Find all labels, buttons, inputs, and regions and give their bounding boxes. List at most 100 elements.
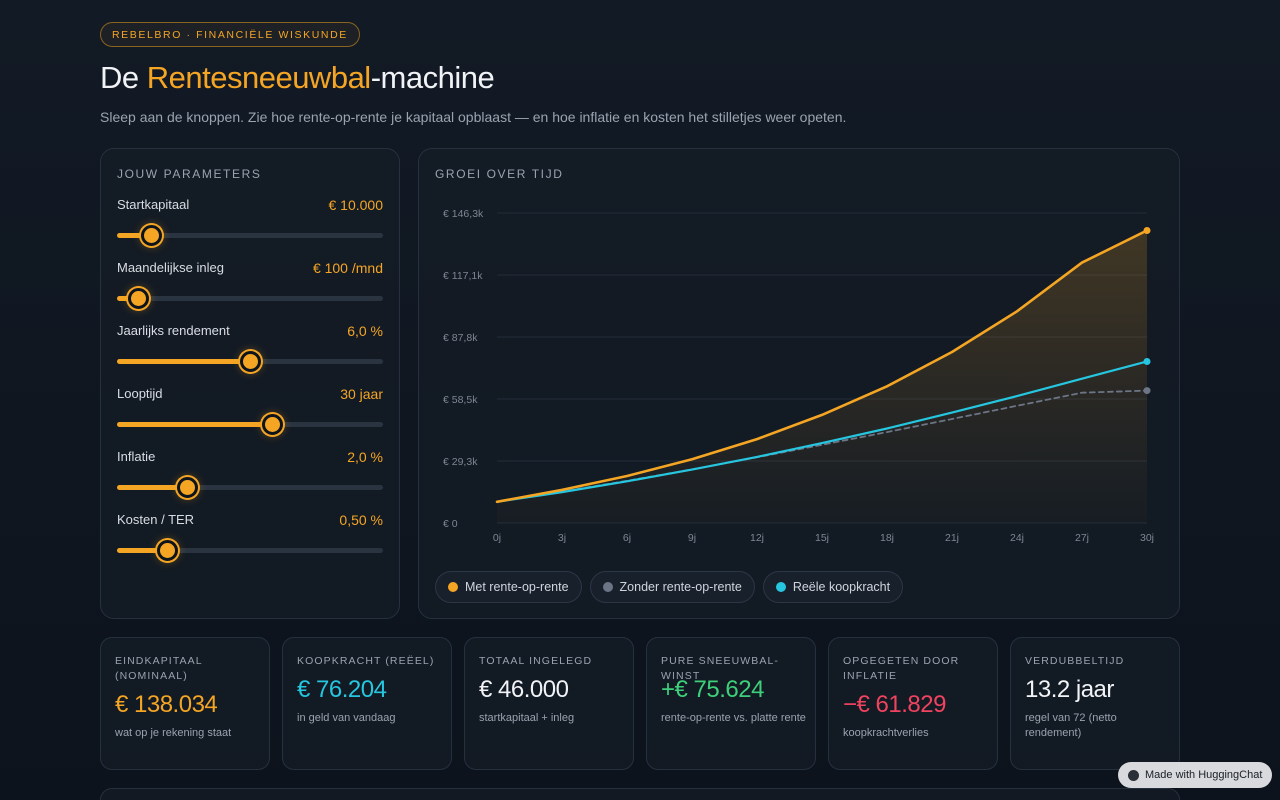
legend-dot-icon — [775, 582, 786, 592]
slider-handle[interactable] — [141, 225, 163, 246]
param-4: Inflatie 2,0 % — [117, 449, 383, 499]
series-end-point-0 — [1143, 227, 1151, 235]
stat-title: TOTAAL INGELEGD — [479, 655, 593, 667]
slider-fill — [117, 359, 250, 364]
slider-handle[interactable] — [157, 540, 179, 561]
legend-label: Zonder rente-op-rente — [619, 580, 742, 594]
x-tick-label: 27j — [1075, 532, 1089, 544]
chart-panel: GROEI OVER TIJD € 0 € 29,3k € 58,5k € 87,8k… — [418, 148, 1180, 619]
param-0: Startkapitaal € 10.000 — [117, 197, 383, 247]
chart-legend: Met rente-op-rente Zonder rente-op-rente R… — [435, 571, 904, 603]
stat-value: −€ 61.829 — [843, 691, 946, 718]
stat-value: +€ 75.624 — [661, 676, 764, 703]
stat-card-1: KOOPKRACHT (REËEL) € 76.204 in geld van va… — [282, 637, 452, 770]
param-slider[interactable] — [117, 477, 383, 498]
stat-subtext: rente-op-rente vs. platte rente — [661, 712, 806, 724]
stat-title: EINDKAPITAAL (NOMINAAL) — [115, 655, 203, 682]
stat-card-4: OPGEGETEN DOOR INFLATIE −€ 61.829 koopkrac… — [828, 637, 998, 770]
stat-value: € 138.034 — [115, 691, 218, 718]
param-5: Kosten / TER 0,50 % — [117, 512, 383, 562]
legend-dot-icon — [602, 582, 613, 592]
series-line-0 — [495, 229, 1149, 504]
x-tick-label: 18j — [880, 532, 894, 544]
param-value: 6,0 % — [347, 323, 383, 339]
param-value: € 10.000 — [328, 197, 384, 213]
stat-subtext: in geld van vandaag — [297, 712, 396, 724]
slider-handle[interactable] — [262, 414, 284, 435]
y-tick-label: € 29,3k — [443, 456, 478, 468]
stat-value: € 76.204 — [297, 676, 387, 703]
y-tick-label: € 117,1k — [443, 270, 483, 282]
y-tick-label: € 0 — [443, 518, 458, 530]
huggingchat-icon — [1128, 769, 1139, 781]
param-slider[interactable] — [117, 225, 383, 246]
x-tick-label: 3j — [558, 532, 566, 544]
param-slider[interactable] — [117, 414, 383, 435]
param-1: Maandelijkse inleg € 100 /mnd — [117, 260, 383, 310]
bottom-panel — [100, 788, 1180, 800]
legend-chip-1[interactable]: Zonder rente-op-rente — [589, 571, 755, 603]
slider-handle[interactable] — [127, 288, 149, 309]
slider-handle[interactable] — [176, 477, 198, 498]
slider-fill — [117, 233, 152, 238]
page-subtitle: Sleep aan de knoppen. Zie hoe rente-op-r… — [100, 109, 847, 125]
page-title: De Rentesneeuwbal-machine — [100, 60, 495, 96]
x-tick-label: 9j — [688, 532, 696, 544]
param-slider[interactable] — [117, 351, 383, 372]
legend-label: Reële koopkracht — [792, 580, 891, 594]
slider-fill — [117, 485, 188, 490]
param-label: Maandelijkse inleg — [117, 260, 224, 275]
parameters-panel: JOUW PARAMETERS Startkapitaal € 10.000 Maa… — [100, 148, 400, 619]
y-tick-label: € 146,3k — [443, 208, 484, 220]
param-label: Jaarlijks rendement — [117, 323, 230, 338]
legend-chip-2[interactable]: Reële koopkracht — [762, 571, 904, 603]
slider-fill — [117, 296, 139, 301]
x-tick-label: 6j — [623, 532, 631, 544]
x-tick-label: 24j — [1010, 532, 1024, 544]
stat-subtext: startkapitaal + inleg — [479, 712, 575, 724]
stat-value: € 46.000 — [479, 676, 569, 703]
x-tick-label: 0j — [493, 532, 501, 544]
param-label: Kosten / TER — [117, 512, 195, 527]
slider-handle[interactable] — [239, 351, 261, 372]
stat-card-2: TOTAAL INGELEGD € 46.000 startkapitaal + i… — [464, 637, 634, 770]
series-end-point-2 — [1143, 358, 1151, 366]
param-value: 30 jaar — [340, 386, 383, 402]
x-tick-label: 15j — [815, 532, 829, 544]
parameters-title: JOUW PARAMETERS — [117, 167, 262, 181]
stat-title: OPGEGETEN DOOR INFLATIE — [843, 655, 960, 682]
stat-subtext: koopkrachtverlies — [843, 727, 929, 739]
slider-fill — [117, 548, 168, 553]
param-label: Startkapitaal — [117, 197, 190, 212]
series-line-2 — [495, 360, 1149, 503]
param-3: Looptijd 30 jaar — [117, 386, 383, 436]
made-with-badge[interactable]: Made with HuggingChat — [1118, 762, 1273, 788]
made-with-label: Made with HuggingChat — [1145, 769, 1263, 781]
y-tick-label: € 58,5k — [443, 394, 478, 406]
growth-chart: € 0 € 29,3k € 58,5k € 87,8k € 117,1k € 146,3k… — [443, 208, 1154, 544]
x-tick-label: 30j — [1140, 532, 1154, 544]
series-area-0 — [497, 230, 1147, 523]
param-label: Looptijd — [117, 386, 163, 401]
stat-card-0: EINDKAPITAAL (NOMINAAL) € 138.034 wat op j… — [100, 637, 270, 770]
stat-subtext: regel van 72 (netto rendement) — [1025, 712, 1117, 739]
legend-chip-0[interactable]: Met rente-op-rente — [435, 571, 582, 603]
param-slider[interactable] — [117, 540, 383, 561]
stat-title: KOOPKRACHT (REËEL) — [297, 655, 435, 667]
param-slider[interactable] — [117, 288, 383, 309]
x-tick-label: 21j — [945, 532, 959, 544]
stat-value: 13.2 jaar — [1025, 676, 1114, 703]
param-value: € 100 /mnd — [312, 260, 383, 276]
series-end-point-1 — [1143, 387, 1151, 395]
param-value: 0,50 % — [339, 512, 383, 528]
legend-dot-icon — [448, 582, 458, 592]
brand-badge: REBELBRO · FINANCIËLE WISKUNDE — [100, 22, 360, 47]
stat-title: PURE SNEEUWBAL-WINST — [661, 655, 780, 682]
legend-label: Met rente-op-rente — [465, 580, 569, 594]
stat-card-3: PURE SNEEUWBAL-WINST +€ 75.624 rente-op-re… — [646, 637, 816, 770]
param-label: Inflatie — [117, 449, 156, 464]
stat-subtext: wat op je rekening staat — [115, 727, 232, 739]
title-accent: Rentesneeuwbal — [146, 60, 371, 95]
stat-title: VERDUBBELTIJD — [1025, 655, 1125, 667]
y-tick-label: € 87,8k — [443, 332, 478, 344]
